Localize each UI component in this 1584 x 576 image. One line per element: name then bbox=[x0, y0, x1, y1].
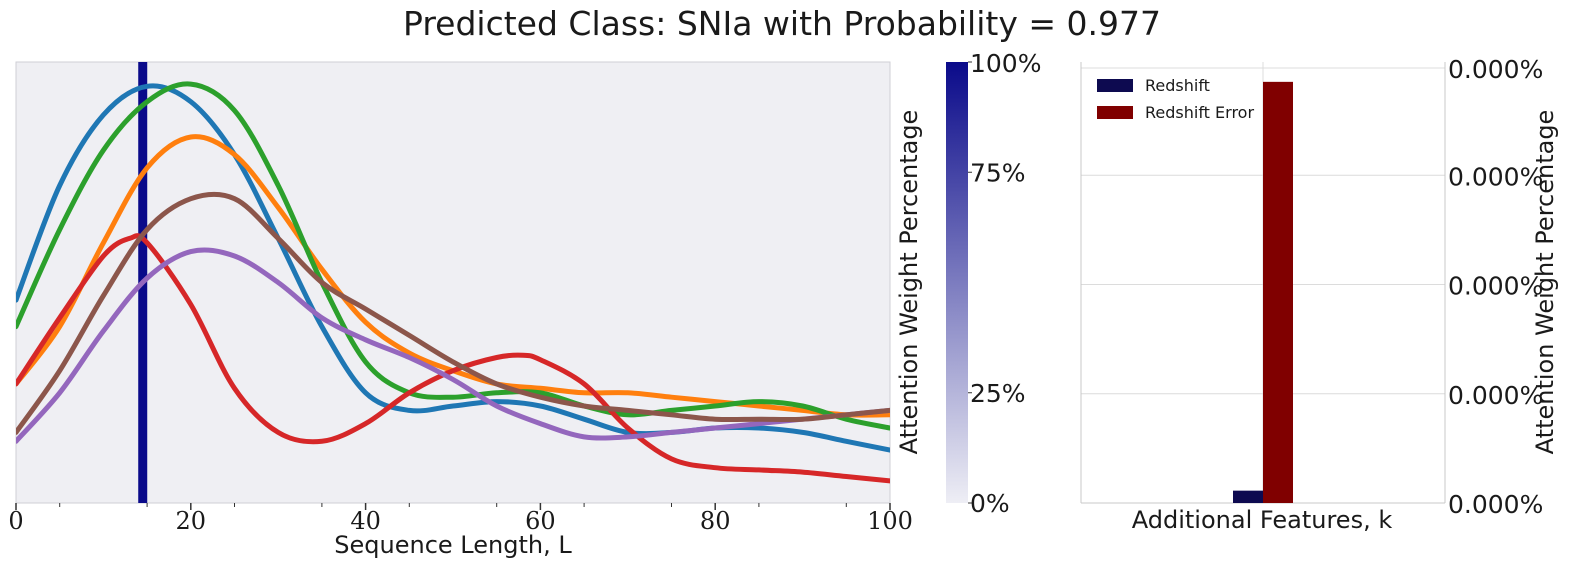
line-x-tick-label: 100 bbox=[867, 507, 913, 535]
series-line-3 bbox=[16, 81, 890, 431]
bar-y-tick-label: 0.000% bbox=[1448, 162, 1543, 191]
line-x-tick-label: 60 bbox=[525, 507, 556, 535]
bar-legend: Redshift Redshift Error bbox=[1097, 76, 1254, 122]
bar-redshift bbox=[1233, 490, 1263, 503]
bar-y-tick-label: 0.000% bbox=[1448, 55, 1543, 84]
colorbar-tick-label: 25% bbox=[970, 379, 1026, 408]
legend-label-redshift: Redshift bbox=[1145, 76, 1210, 95]
light-curve-panel: 0 20 40 60 80 100 Sequence Length, L bbox=[8, 61, 913, 559]
legend-swatch-redshift-error bbox=[1097, 106, 1133, 119]
line-x-axis-label: Sequence Length, L bbox=[334, 531, 572, 559]
series-line-5 bbox=[16, 247, 890, 444]
legend-label-redshift-error: Redshift Error bbox=[1145, 103, 1254, 122]
feature-bar-panel: 0.000% 0.000% 0.000% 0.000% 0.000% Redshift … bbox=[1080, 55, 1559, 534]
bar-x-axis-label: Additional Features, k bbox=[1132, 506, 1393, 534]
colorbar-tick-label: 100% bbox=[970, 49, 1041, 78]
colorbar-tick-label: 0% bbox=[970, 489, 1010, 518]
series-line-6 bbox=[16, 191, 890, 435]
colorbar-label: Attention Weight Percentage bbox=[895, 110, 923, 455]
line-x-tick-label: 80 bbox=[700, 507, 731, 535]
colorbar: 0% 25% 75% 100% Attention Weight Percentage bbox=[895, 49, 1041, 518]
bar-y-tick-label: 0.000% bbox=[1448, 490, 1543, 519]
bar-y-axis-label: Attention Weight Percentage bbox=[1531, 110, 1559, 455]
bar-y-tick-label: 0.000% bbox=[1448, 272, 1543, 301]
line-x-tick-label: 0 bbox=[8, 507, 23, 535]
bar-y-tick-label: 0.000% bbox=[1448, 381, 1543, 410]
colorbar-tick-label: 75% bbox=[970, 158, 1026, 187]
colorbar-gradient bbox=[946, 62, 968, 503]
legend-swatch-redshift bbox=[1097, 79, 1133, 92]
line-x-tick-label: 40 bbox=[350, 507, 381, 535]
figure-title: Predicted Class: SNIa with Probability =… bbox=[403, 4, 1161, 43]
line-x-tick-label: 20 bbox=[176, 507, 207, 535]
bar-redshift-error bbox=[1263, 81, 1293, 503]
